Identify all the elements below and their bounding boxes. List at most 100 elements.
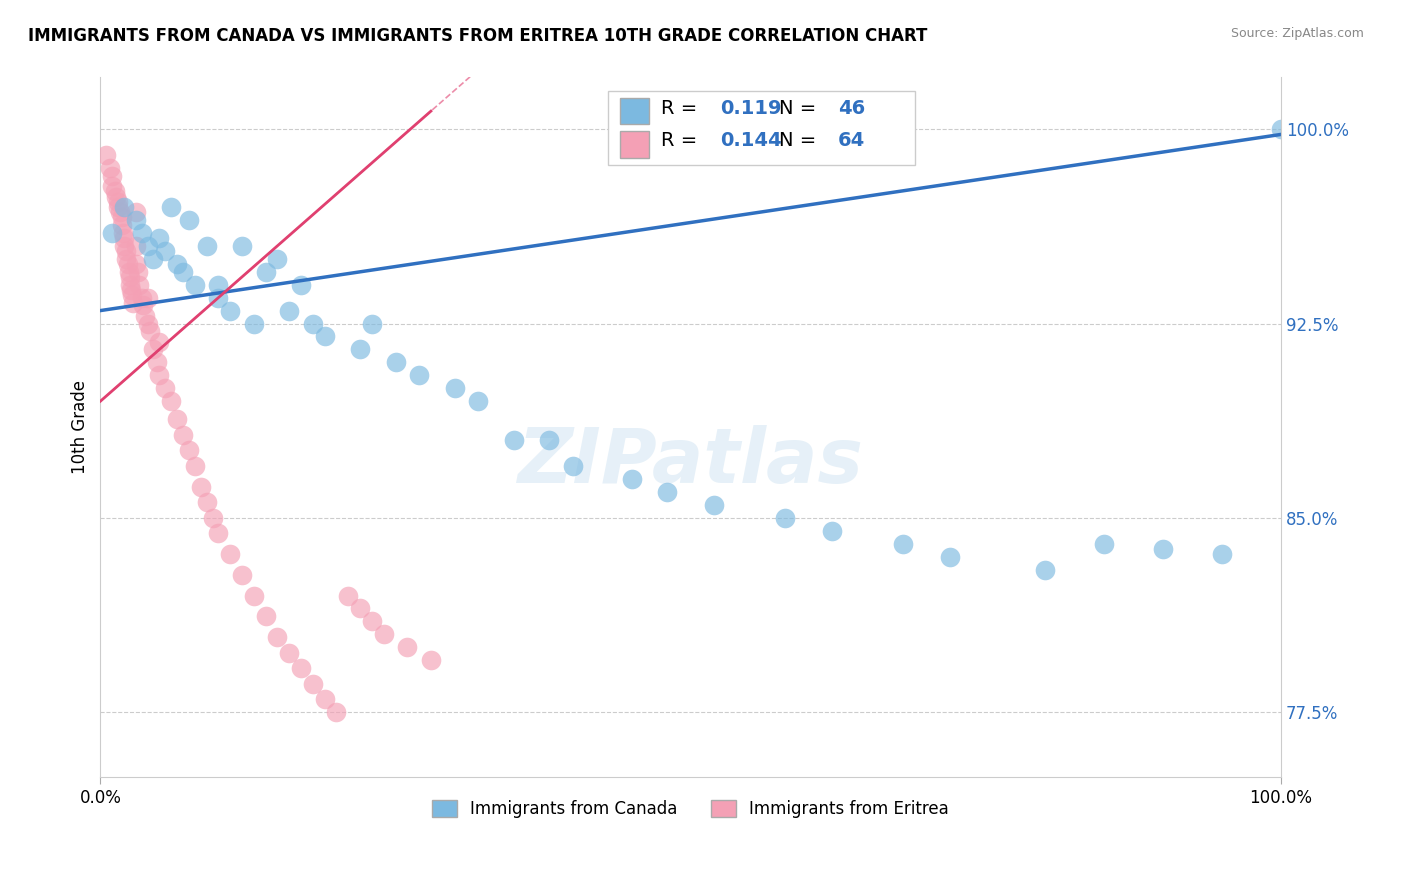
- Point: [620, 472, 643, 486]
- Legend: Immigrants from Canada, Immigrants from Eritrea: Immigrants from Canada, Immigrants from …: [426, 793, 956, 824]
- Point: [325, 705, 347, 719]
- Point: [190, 480, 212, 494]
- Point: [290, 661, 312, 675]
- Point: [112, 231, 135, 245]
- Text: IMMIGRANTS FROM CANADA VS IMMIGRANTS FROM ERITREA 10TH GRADE CORRELATION CHART: IMMIGRANTS FROM CANADA VS IMMIGRANTS FRO…: [28, 27, 928, 45]
- Point: [1211, 547, 1233, 561]
- Point: [148, 334, 170, 349]
- Point: [118, 269, 141, 284]
- Point: [655, 484, 678, 499]
- Point: [314, 692, 336, 706]
- Point: [278, 303, 301, 318]
- Point: [136, 317, 159, 331]
- Text: Source: ZipAtlas.com: Source: ZipAtlas.com: [1230, 27, 1364, 40]
- Point: [384, 355, 406, 369]
- Point: [148, 368, 170, 383]
- Point: [201, 511, 224, 525]
- Point: [110, 211, 132, 225]
- Point: [419, 653, 441, 667]
- Point: [98, 161, 121, 175]
- Text: 64: 64: [838, 131, 866, 150]
- Point: [142, 343, 165, 357]
- Point: [290, 277, 312, 292]
- FancyBboxPatch shape: [620, 98, 650, 124]
- Point: [101, 169, 124, 183]
- Point: [101, 226, 124, 240]
- Point: [125, 257, 148, 271]
- Point: [195, 495, 218, 509]
- Point: [891, 537, 914, 551]
- Point: [396, 640, 419, 655]
- Point: [373, 627, 395, 641]
- Point: [103, 185, 125, 199]
- Point: [125, 205, 148, 219]
- Point: [115, 252, 138, 266]
- Point: [112, 239, 135, 253]
- Point: [443, 381, 465, 395]
- Point: [278, 646, 301, 660]
- Point: [155, 244, 177, 258]
- Point: [302, 317, 325, 331]
- Point: [177, 213, 200, 227]
- FancyBboxPatch shape: [620, 131, 650, 158]
- Point: [139, 324, 162, 338]
- Text: 0.144: 0.144: [720, 131, 782, 150]
- Point: [231, 239, 253, 253]
- Point: [243, 589, 266, 603]
- Bar: [607, 91, 915, 165]
- Point: [131, 291, 153, 305]
- Point: [172, 428, 194, 442]
- Point: [96, 148, 118, 162]
- Y-axis label: 10th Grade: 10th Grade: [72, 380, 89, 475]
- Point: [136, 239, 159, 253]
- Point: [361, 317, 384, 331]
- Point: [101, 179, 124, 194]
- Point: [117, 257, 139, 271]
- Point: [408, 368, 430, 383]
- Point: [125, 239, 148, 253]
- Point: [118, 265, 141, 279]
- Text: 46: 46: [838, 99, 866, 118]
- Point: [703, 498, 725, 512]
- Point: [142, 252, 165, 266]
- Point: [118, 277, 141, 292]
- Point: [110, 205, 132, 219]
- Point: [561, 458, 583, 473]
- Point: [131, 226, 153, 240]
- Point: [349, 343, 371, 357]
- Point: [207, 277, 229, 292]
- Point: [219, 547, 242, 561]
- Text: N =: N =: [779, 131, 823, 150]
- Point: [177, 443, 200, 458]
- Point: [120, 283, 142, 297]
- Point: [111, 226, 134, 240]
- Point: [207, 526, 229, 541]
- Point: [1270, 122, 1292, 136]
- Point: [125, 213, 148, 227]
- Point: [231, 567, 253, 582]
- Point: [219, 303, 242, 318]
- Point: [1092, 537, 1115, 551]
- Text: ZIPatlas: ZIPatlas: [517, 425, 863, 500]
- Point: [337, 589, 360, 603]
- Point: [939, 549, 962, 564]
- Point: [1152, 541, 1174, 556]
- Point: [243, 317, 266, 331]
- Point: [537, 433, 560, 447]
- Point: [349, 601, 371, 615]
- Point: [254, 609, 277, 624]
- Point: [302, 676, 325, 690]
- Point: [110, 218, 132, 232]
- Point: [134, 309, 156, 323]
- Point: [107, 194, 129, 209]
- Point: [502, 433, 524, 447]
- Point: [254, 265, 277, 279]
- Point: [122, 295, 145, 310]
- Point: [136, 291, 159, 305]
- Point: [207, 291, 229, 305]
- Point: [172, 265, 194, 279]
- Point: [266, 630, 288, 644]
- Point: [266, 252, 288, 266]
- Point: [155, 381, 177, 395]
- Point: [107, 200, 129, 214]
